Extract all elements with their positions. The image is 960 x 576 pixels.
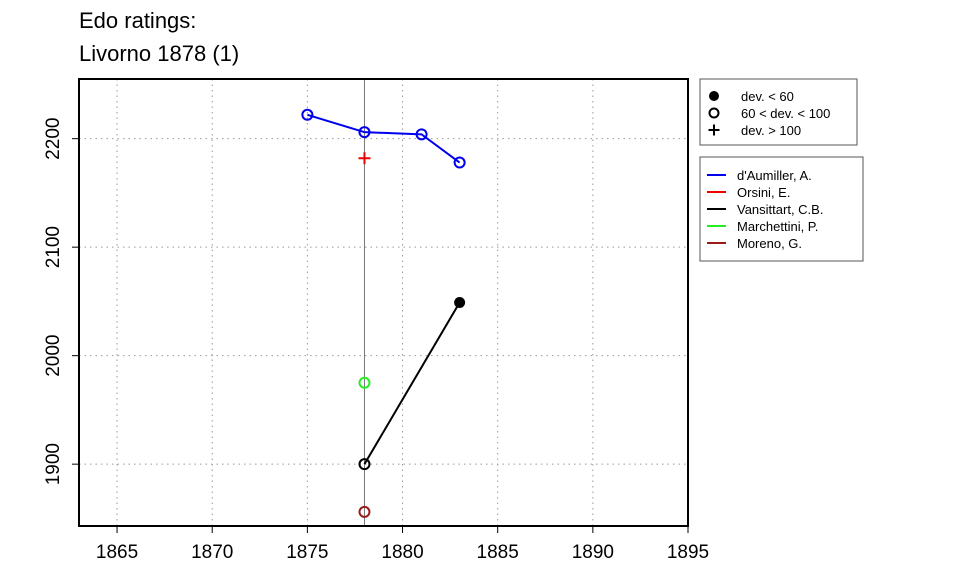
player-legend-label: Marchettini, P. <box>737 219 818 234</box>
player-legend-label: d'Aumiller, A. <box>737 168 812 183</box>
player-legend-label: Orsini, E. <box>737 185 790 200</box>
plot-frame <box>78 78 689 527</box>
y-tick-label: 2000 <box>43 335 64 377</box>
x-tick-label: 1875 <box>286 542 328 563</box>
deviation-legend-marker <box>708 124 720 136</box>
deviation-legend-marker <box>709 91 719 101</box>
y-tick-label: 1900 <box>43 443 64 485</box>
data-point-series-2 <box>454 297 466 308</box>
series-line-2 <box>363 301 461 465</box>
x-tick-label: 1865 <box>96 542 138 563</box>
data-point-series-4 <box>358 505 371 518</box>
chart-title-line-2: Livorno 1878 (1) <box>79 41 240 66</box>
x-tick-label: 1870 <box>191 542 233 563</box>
deviation-legend-label: 60 < dev. < 100 <box>741 106 830 121</box>
deviation-legend-label: dev. < 60 <box>741 89 794 104</box>
x-tick-label: 1890 <box>572 542 614 563</box>
data-point-series-0 <box>301 108 314 121</box>
player-legend-label: Vansittart, C.B. <box>737 202 823 217</box>
deviation-legend-marker <box>708 107 720 119</box>
x-tick-label: 1895 <box>667 542 709 563</box>
chart-title-line-1: Edo ratings: <box>79 8 197 33</box>
deviation-legend-box <box>699 78 858 146</box>
data-point-series-1 <box>358 152 371 165</box>
x-tick-label: 1880 <box>381 542 423 563</box>
data-point-series-0 <box>358 126 371 139</box>
data-point-series-3 <box>358 376 371 389</box>
y-tick-label: 2200 <box>43 118 64 160</box>
x-tick-label: 1885 <box>477 542 519 563</box>
data-point-series-2 <box>358 458 371 471</box>
data-point-series-0 <box>453 156 466 169</box>
data-point-series-0 <box>415 128 428 141</box>
series-line-0 <box>307 113 461 164</box>
player-legend-box <box>699 156 864 262</box>
player-legend-label: Moreno, G. <box>737 236 802 251</box>
y-tick-label: 2100 <box>43 226 64 268</box>
deviation-legend-label: dev. > 100 <box>741 123 801 138</box>
